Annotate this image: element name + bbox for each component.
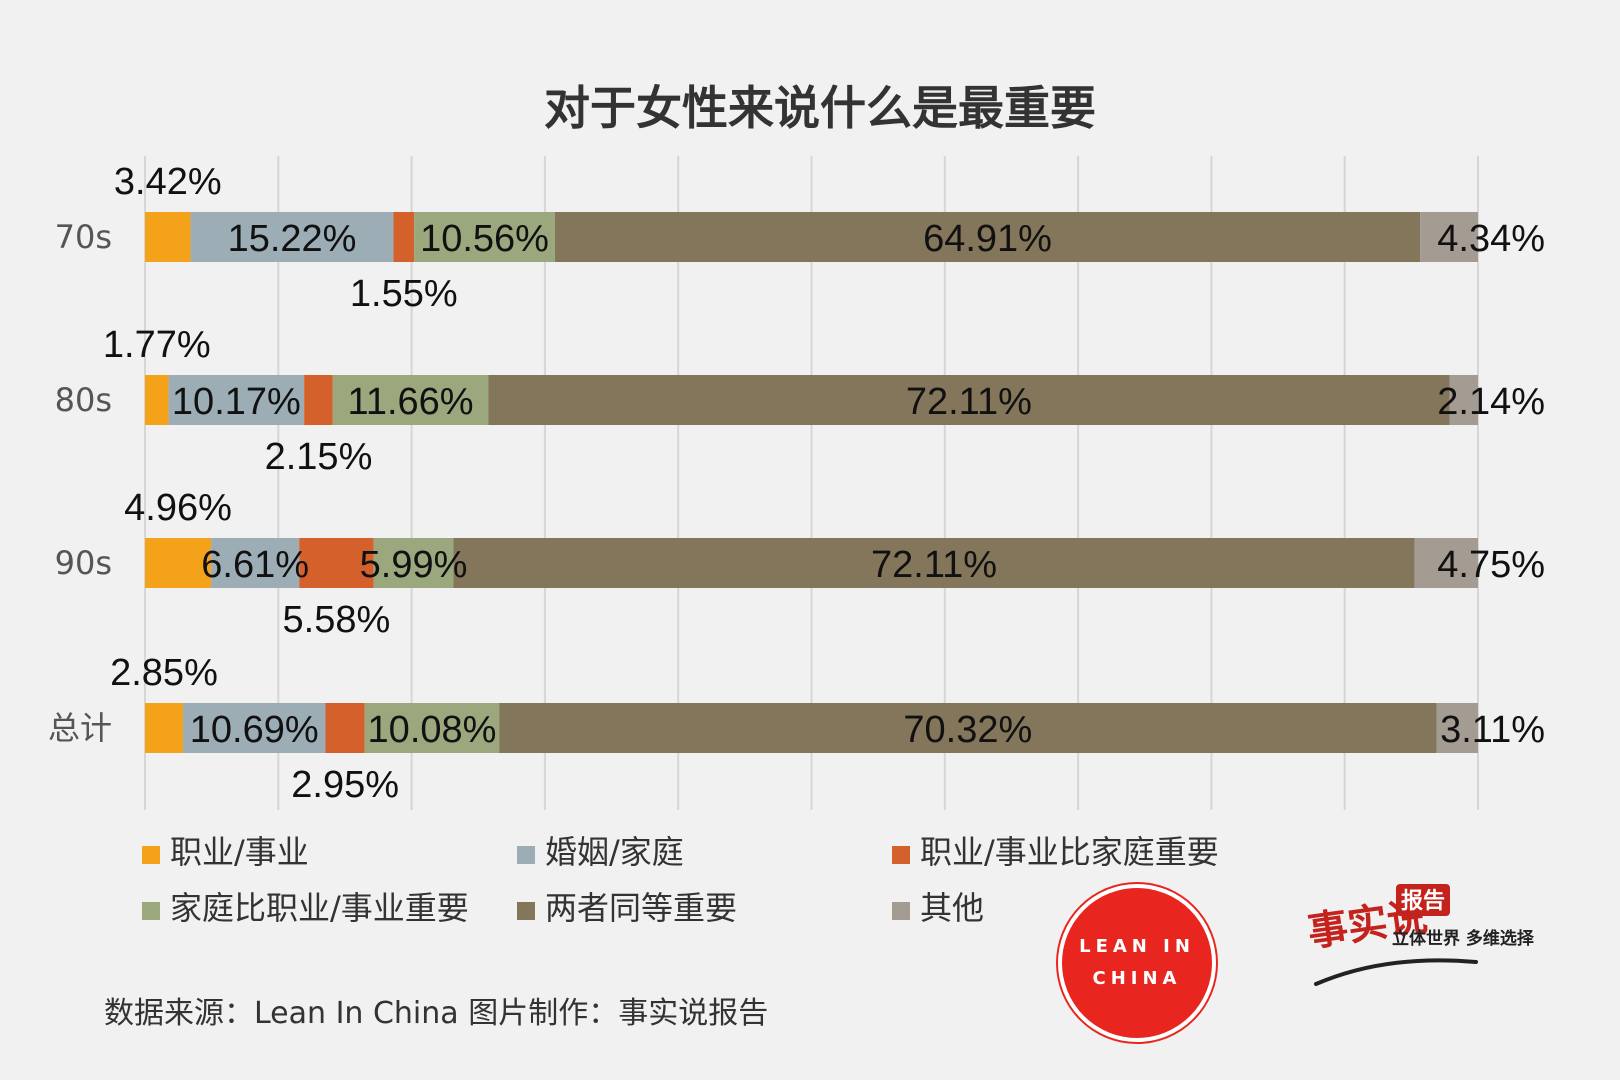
category-label: 总计 bbox=[48, 709, 112, 747]
legend-swatch bbox=[892, 902, 910, 920]
bar-segment bbox=[182, 703, 326, 753]
bar-segment bbox=[364, 703, 500, 753]
bar-segment bbox=[414, 212, 555, 262]
bar-segment bbox=[325, 703, 365, 753]
data-labels: 3.42%15.22% 1.55% 10.56% 64.91% 4.34% 1.77% 10… bbox=[103, 161, 1545, 806]
data-label: 2.15% bbox=[265, 436, 373, 478]
data-label: 4.75% bbox=[1437, 544, 1545, 586]
data-label: 15.22% bbox=[228, 218, 357, 260]
data-label: 2.85% bbox=[110, 652, 218, 694]
data-label: 72.11% bbox=[871, 544, 997, 586]
bars bbox=[145, 212, 1478, 753]
chart-title: 对于女性来说什么是最重要 bbox=[544, 81, 1096, 135]
data-label: 6.61% bbox=[201, 544, 309, 586]
bar-segment bbox=[168, 375, 305, 425]
data-label: 1.77% bbox=[103, 324, 211, 366]
category-label: 70s bbox=[55, 218, 112, 256]
legend-label: 职业/事业 bbox=[170, 833, 309, 871]
data-label: 3.42% bbox=[114, 161, 222, 203]
data-label: 4.34% bbox=[1437, 218, 1545, 260]
bar-segment bbox=[1414, 538, 1478, 588]
bar-segment bbox=[304, 375, 333, 425]
legend-swatch bbox=[142, 902, 160, 920]
lean-in-logo-text-1: LEAN IN bbox=[1079, 936, 1195, 957]
bar-segment bbox=[393, 212, 415, 262]
legend-swatch bbox=[517, 846, 535, 864]
legend-label: 两者同等重要 bbox=[545, 889, 737, 927]
legend-label: 职业/事业比家庭重要 bbox=[920, 833, 1219, 871]
data-label: 4.96% bbox=[124, 487, 232, 529]
data-label: 2.95% bbox=[291, 764, 399, 806]
bar-segment bbox=[299, 538, 374, 588]
data-label: 5.58% bbox=[283, 599, 391, 641]
legend-swatch bbox=[892, 846, 910, 864]
gridlines bbox=[144, 156, 1479, 810]
data-label: 10.08% bbox=[368, 709, 497, 751]
data-label: 10.56% bbox=[420, 218, 549, 260]
data-label: 10.17% bbox=[172, 381, 301, 423]
data-label: 5.99% bbox=[360, 544, 468, 586]
legend-label: 婚姻/家庭 bbox=[545, 833, 684, 871]
bar-segment bbox=[332, 375, 489, 425]
bar-segment bbox=[1420, 212, 1478, 262]
data-label: 70.32% bbox=[903, 709, 1032, 751]
shishi-logo-badge: 报告 bbox=[1401, 889, 1445, 914]
data-label: 64.91% bbox=[923, 218, 1052, 260]
lean-in-logo-text-2: CHINA bbox=[1092, 968, 1182, 989]
data-label: 72.11% bbox=[906, 381, 1032, 423]
legend-label: 家庭比职业/事业重要 bbox=[170, 889, 469, 927]
bar-segment bbox=[211, 538, 300, 588]
legend-label: 其他 bbox=[920, 889, 984, 927]
shishi-report-logo: 事实说 报告 立体世界 多维选择 bbox=[1306, 884, 1535, 986]
lean-in-china-logo: LEAN IN CHINA bbox=[1058, 884, 1216, 1042]
data-label: 1.55% bbox=[350, 273, 458, 315]
data-label: 10.69% bbox=[190, 709, 319, 751]
bar-segment bbox=[453, 538, 1415, 588]
bar-segment bbox=[373, 538, 454, 588]
bar-segment bbox=[1436, 703, 1478, 753]
bar-segment bbox=[1449, 375, 1478, 425]
category-label: 80s bbox=[55, 381, 112, 419]
bar-segment bbox=[145, 375, 169, 425]
bar-segment bbox=[145, 703, 183, 753]
legend-swatch bbox=[142, 846, 160, 864]
shishi-logo-tagline: 立体世界 多维选择 bbox=[1392, 928, 1535, 949]
bar-segment bbox=[145, 212, 191, 262]
bar-segment bbox=[190, 212, 394, 262]
data-label: 2.14% bbox=[1437, 381, 1545, 423]
bar-segment bbox=[488, 375, 1450, 425]
data-label: 3.11% bbox=[1440, 709, 1545, 751]
legend-swatch bbox=[517, 902, 535, 920]
category-labels: 70s 80s 90s 总计 bbox=[48, 218, 112, 747]
data-label: 11.66% bbox=[348, 381, 474, 423]
bar-segment bbox=[499, 703, 1437, 753]
source-footer: 数据来源：Lean In China 图片制作：事实说报告 bbox=[104, 996, 769, 1031]
bar-segment bbox=[145, 538, 212, 588]
category-label: 90s bbox=[55, 544, 112, 582]
bar-segment bbox=[554, 212, 1421, 262]
